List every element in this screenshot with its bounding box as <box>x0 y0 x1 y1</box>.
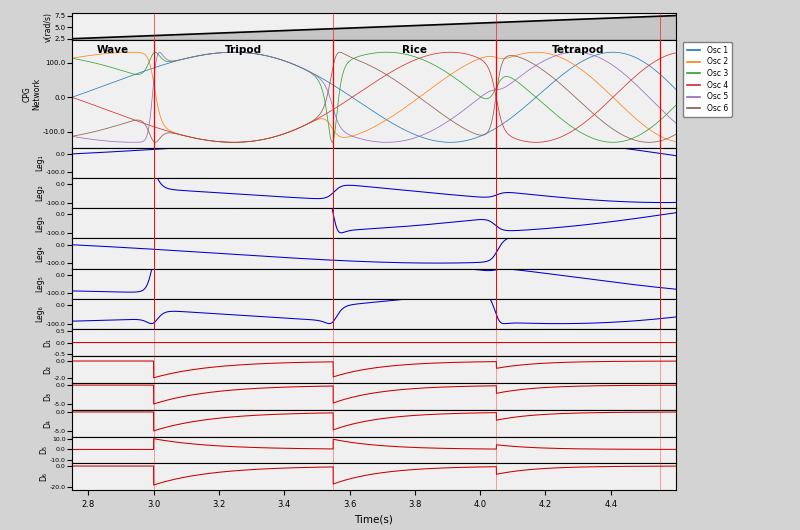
Text: Wave: Wave <box>97 45 129 55</box>
Y-axis label: D₃: D₃ <box>43 392 52 401</box>
Y-axis label: D₁: D₁ <box>43 338 52 347</box>
Text: Rice: Rice <box>402 45 427 55</box>
Y-axis label: Leg₃: Leg₃ <box>36 215 45 232</box>
Y-axis label: v(rad/s): v(rad/s) <box>44 12 54 42</box>
Y-axis label: D₄: D₄ <box>43 419 52 428</box>
Y-axis label: Leg₂: Leg₂ <box>36 184 45 201</box>
Y-axis label: D₆: D₆ <box>39 472 48 481</box>
X-axis label: Time(s): Time(s) <box>354 515 394 525</box>
Y-axis label: Leg₄: Leg₄ <box>36 245 45 262</box>
Y-axis label: Leg₁: Leg₁ <box>36 154 45 171</box>
Text: Tripod: Tripod <box>225 45 262 55</box>
Y-axis label: Leg₅: Leg₅ <box>36 276 45 292</box>
Y-axis label: CPG
Network: CPG Network <box>22 78 42 110</box>
Y-axis label: D₂: D₂ <box>43 365 52 374</box>
Legend: Osc 1, Osc 2, Osc 3, Osc 4, Osc 5, Osc 6: Osc 1, Osc 2, Osc 3, Osc 4, Osc 5, Osc 6 <box>683 42 731 117</box>
Y-axis label: Leg₆: Leg₆ <box>36 306 45 322</box>
Text: Tetrapod: Tetrapod <box>552 45 604 55</box>
Y-axis label: D₅: D₅ <box>39 446 49 454</box>
